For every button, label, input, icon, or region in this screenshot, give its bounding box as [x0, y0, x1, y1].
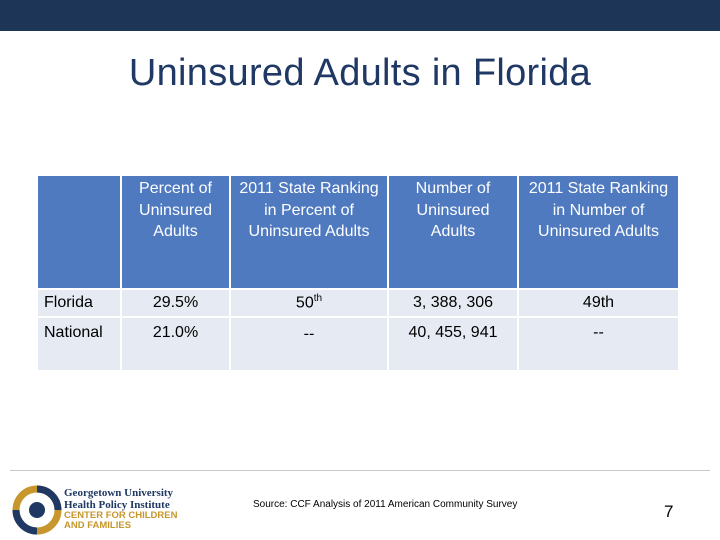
table-row: Florida 29.5% 50th 3, 388, 306 49th [38, 290, 678, 316]
logo-line-3: CENTER FOR CHILDREN [64, 510, 178, 521]
row-label: Florida [38, 290, 120, 316]
cell-rank-percent: 50th [231, 290, 387, 316]
logo-line-4: AND FAMILIES [64, 520, 132, 531]
header-cell-rank-number: 2011 State Ranking in Number of Uninsure… [519, 176, 678, 288]
page-number: 7 [664, 502, 674, 521]
header-cell-rank-percent: 2011 State Ranking in Percent of Uninsur… [231, 176, 387, 288]
cell-rank-number: -- [519, 318, 678, 370]
footer-divider [10, 470, 710, 471]
rank-value: 50 [295, 294, 314, 312]
table-row: National 21.0% -- 40, 455, 941 -- [38, 318, 678, 370]
table-header-row: Percent of Uninsured Adults 2011 State R… [38, 176, 678, 288]
logo-line-2: Health Policy Institute [64, 498, 170, 511]
cell-percent: 29.5% [122, 290, 229, 316]
header-cell-percent: Percent of Uninsured Adults [122, 176, 229, 288]
slide-title: Uninsured Adults in Florida [128, 52, 592, 94]
cell-rank-number: 49th [519, 290, 678, 316]
source-note: Source: CCF Analysis of 2011 American Co… [253, 499, 518, 510]
row-label: National [38, 318, 120, 370]
top-banner [0, 0, 720, 31]
header-cell-number: Number of Uninsured Adults [389, 176, 517, 288]
cell-number: 40, 455, 941 [389, 318, 517, 370]
header-cell-empty [38, 176, 120, 288]
cell-rank-percent: -- [231, 318, 387, 370]
cell-percent: 21.0% [122, 318, 229, 370]
logo-wordmark: Georgetown University Health Policy Inst… [64, 487, 178, 531]
georgetown-logo-icon [12, 485, 62, 535]
cell-number: 3, 388, 306 [389, 290, 517, 316]
uninsured-table: Percent of Uninsured Adults 2011 State R… [36, 174, 680, 372]
logo-line-1: Georgetown University [64, 487, 174, 499]
rank-suffix: th [313, 293, 323, 305]
rank-value: -- [303, 325, 315, 343]
